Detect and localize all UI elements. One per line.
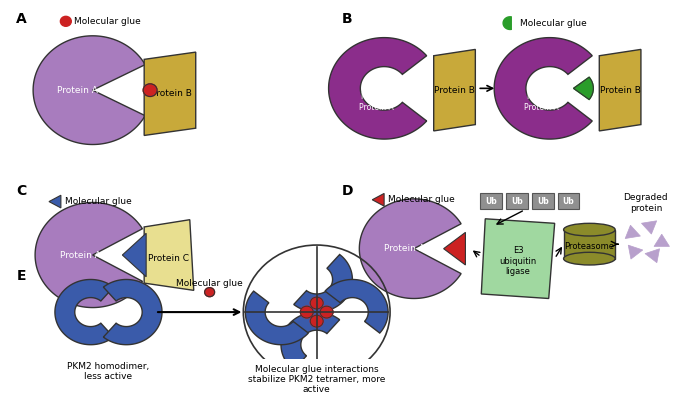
Circle shape	[310, 297, 323, 309]
Polygon shape	[329, 38, 427, 139]
Polygon shape	[359, 199, 461, 299]
Text: Protein A: Protein A	[383, 244, 425, 253]
Text: PKM2 homodimer,
less active: PKM2 homodimer, less active	[68, 362, 150, 381]
Circle shape	[205, 288, 215, 297]
Polygon shape	[103, 280, 162, 345]
Polygon shape	[49, 195, 61, 208]
Polygon shape	[144, 220, 194, 290]
Text: C: C	[16, 184, 26, 198]
Polygon shape	[641, 221, 657, 234]
Polygon shape	[599, 49, 641, 131]
Text: A: A	[16, 12, 27, 26]
Polygon shape	[281, 312, 340, 370]
Polygon shape	[434, 49, 475, 131]
Text: Protein A: Protein A	[57, 86, 98, 95]
Text: Degraded
protein: Degraded protein	[624, 194, 668, 213]
Text: Proteasome: Proteasome	[564, 243, 614, 251]
Bar	[564, 229, 615, 259]
Text: Protein A: Protein A	[60, 250, 101, 260]
Text: Protein C: Protein C	[148, 254, 190, 263]
Polygon shape	[35, 203, 142, 308]
Polygon shape	[628, 245, 643, 259]
Polygon shape	[645, 249, 659, 263]
Polygon shape	[372, 194, 384, 206]
Circle shape	[320, 306, 333, 318]
Text: Molecular glue: Molecular glue	[176, 278, 243, 288]
Bar	[506, 194, 528, 209]
Circle shape	[143, 84, 157, 96]
Text: Mutated
Protein A: Mutated Protein A	[524, 92, 559, 112]
Text: Molecular glue: Molecular glue	[74, 17, 140, 26]
Text: E3
ubiquitin
ligase: E3 ubiquitin ligase	[500, 246, 537, 276]
Polygon shape	[33, 36, 145, 145]
Polygon shape	[122, 233, 146, 277]
Polygon shape	[481, 219, 555, 299]
Text: D: D	[342, 184, 353, 198]
Text: E: E	[16, 269, 26, 282]
Circle shape	[310, 315, 323, 327]
Polygon shape	[494, 38, 592, 139]
Text: B: B	[342, 12, 352, 26]
Polygon shape	[55, 280, 113, 345]
Text: Mutated
Protein A: Mutated Protein A	[359, 92, 394, 112]
Wedge shape	[574, 77, 593, 100]
Polygon shape	[144, 52, 196, 135]
Text: Protein B: Protein B	[599, 86, 641, 95]
Bar	[558, 194, 579, 209]
Polygon shape	[294, 254, 352, 312]
Polygon shape	[325, 280, 388, 333]
Text: Molecular glue: Molecular glue	[65, 197, 132, 206]
Ellipse shape	[564, 223, 615, 236]
Polygon shape	[654, 234, 670, 246]
Circle shape	[300, 306, 313, 318]
Text: Molecular glue: Molecular glue	[388, 195, 455, 204]
Bar	[481, 194, 502, 209]
Text: Ub: Ub	[537, 197, 549, 206]
Text: Ub: Ub	[511, 197, 523, 206]
Text: Protein B: Protein B	[434, 86, 475, 95]
Text: Molecular glue: Molecular glue	[520, 19, 587, 28]
Polygon shape	[625, 225, 641, 239]
Text: Ub: Ub	[485, 197, 497, 206]
Polygon shape	[503, 17, 511, 30]
Circle shape	[60, 16, 72, 26]
Polygon shape	[245, 291, 308, 345]
Text: Protein B: Protein B	[151, 89, 192, 98]
Ellipse shape	[564, 252, 615, 265]
Bar	[532, 194, 553, 209]
Text: Molecular glue interactions
stabilize PKM2 tetramer, more
active: Molecular glue interactions stabilize PK…	[248, 365, 385, 395]
Text: Ub: Ub	[563, 197, 574, 206]
Polygon shape	[443, 232, 466, 265]
